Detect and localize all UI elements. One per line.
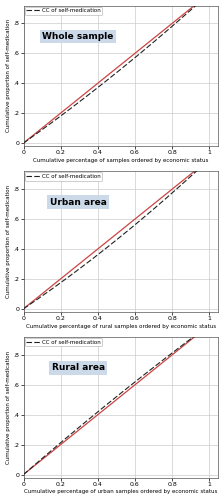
Text: Rural area: Rural area (52, 364, 105, 372)
Legend: CC of self-medication: CC of self-medication (25, 338, 102, 346)
Text: Whole sample: Whole sample (42, 32, 114, 41)
Y-axis label: Cumulative proportion of self-medication: Cumulative proportion of self-medication (6, 350, 11, 464)
X-axis label: Cumulative percentage of samples ordered by economic status: Cumulative percentage of samples ordered… (33, 158, 209, 163)
Legend: CC of self-medication: CC of self-medication (25, 6, 102, 15)
X-axis label: Cumulative percentage of rural samples ordered by economic status: Cumulative percentage of rural samples o… (26, 324, 216, 328)
Legend: CC of self-medication: CC of self-medication (25, 172, 102, 180)
Y-axis label: Cumulative proportion of self-medication: Cumulative proportion of self-medication (6, 185, 11, 298)
Text: Urban area: Urban area (50, 198, 107, 206)
X-axis label: Cumulative percentage of urban samples ordered by economic status: Cumulative percentage of urban samples o… (24, 490, 218, 494)
Y-axis label: Cumulative proportion of self-medication: Cumulative proportion of self-medication (6, 19, 11, 132)
